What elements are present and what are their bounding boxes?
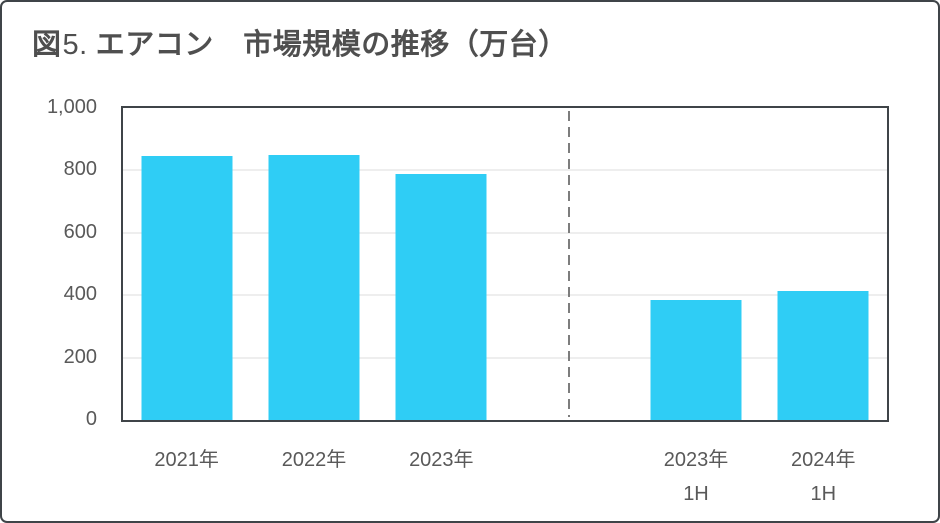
plot-area — [121, 106, 889, 422]
figure-label: 図 — [32, 29, 62, 61]
category-slot-4 — [632, 108, 759, 420]
category-slot-0 — [123, 108, 250, 420]
x-tick-label-3 — [505, 443, 632, 511]
bar-0 — [141, 156, 233, 420]
bar-2 — [395, 173, 487, 420]
figure-number: 5. — [62, 29, 88, 61]
y-tick-label-800: 800 — [63, 158, 97, 181]
x-axis: 2021年 2022年 2023年 2023年 1H 2024年 1H — [123, 443, 887, 511]
x-tick-label-5: 2024年 1H — [791, 449, 856, 505]
bar-series — [123, 108, 887, 420]
x-tick-label-0: 2021年 — [154, 449, 219, 471]
y-tick-label-600: 600 — [63, 220, 97, 243]
x-tick-label-4: 2023年 1H — [663, 449, 729, 505]
gridline-200 — [123, 356, 887, 359]
bar-5 — [777, 290, 869, 420]
category-slot-1 — [250, 108, 377, 420]
category-slot-5 — [760, 108, 887, 420]
bar-4 — [650, 299, 742, 420]
x-tick-label-1: 2022年 — [281, 449, 347, 471]
x-tick-label-2: 2023年 — [409, 449, 474, 471]
gridline-600 — [123, 231, 887, 234]
gridline-400 — [123, 294, 887, 297]
chart-title-text: エアコン 市場規模の推移（万台） — [95, 29, 568, 61]
y-tick-label-0: 0 — [85, 408, 97, 430]
chart-title: 図5. エアコン 市場規模の推移（万台） — [32, 28, 568, 62]
y-tick-label-1000: 1,000 — [46, 96, 97, 118]
bar-1 — [268, 154, 360, 420]
category-slot-2 — [378, 108, 505, 420]
gridline-800 — [123, 169, 887, 172]
y-tick-label-200: 200 — [63, 345, 97, 368]
period-divider-line — [567, 111, 570, 417]
y-tick-label-400: 400 — [63, 283, 97, 306]
